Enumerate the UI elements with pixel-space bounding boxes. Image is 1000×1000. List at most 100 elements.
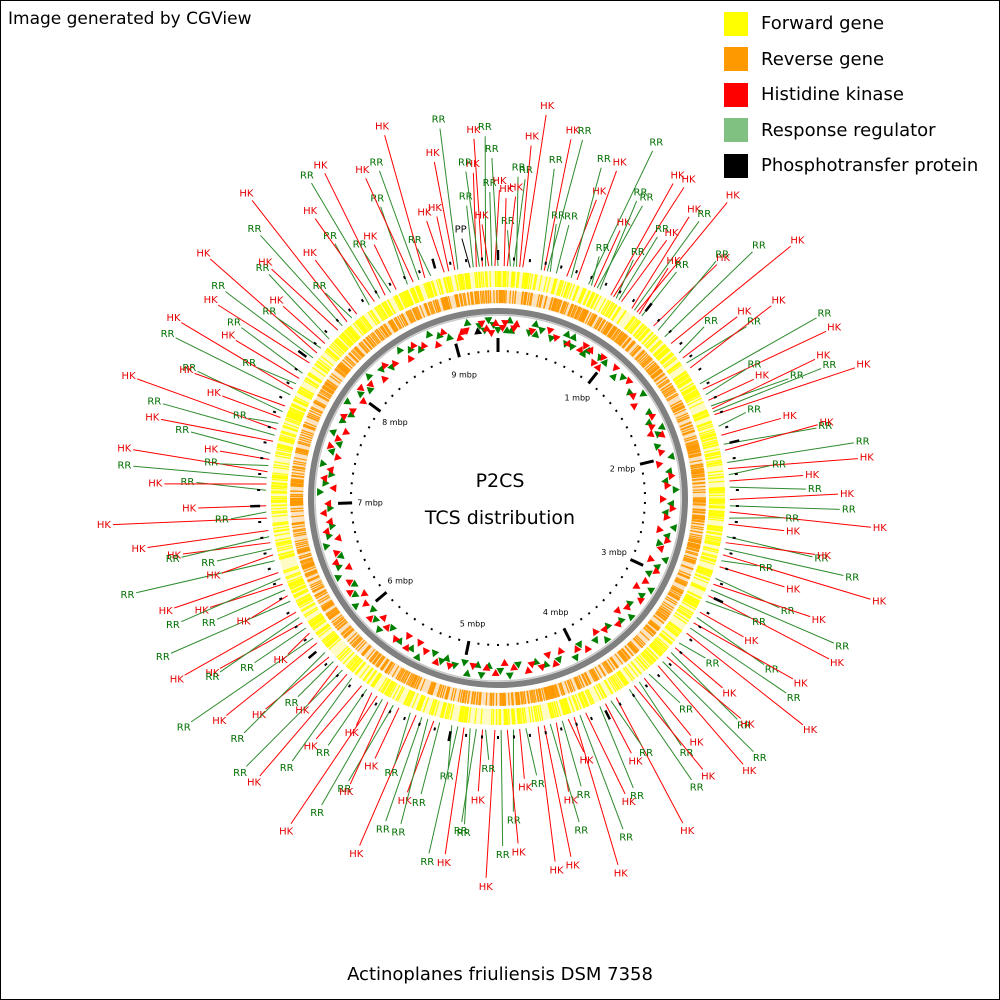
feature-label: RR: [478, 122, 492, 133]
forward-gene: [646, 336, 659, 349]
feature-leader-line: [705, 600, 752, 619]
reverse-gene: [689, 533, 703, 537]
ruler-major-tick: [629, 558, 644, 567]
forward-gene: [278, 550, 294, 556]
reverse-gene: [401, 670, 409, 683]
reverse-gene: [348, 352, 359, 363]
feature-leader-line: [147, 529, 269, 549]
forward-gene: [457, 705, 462, 722]
feature-label: HK: [716, 253, 731, 264]
feature-label: RR: [631, 247, 645, 258]
feature-marker: [344, 562, 353, 570]
reverse-gene: [301, 561, 315, 568]
forward-gene: [518, 707, 522, 724]
reverse-gene: [570, 304, 577, 318]
forward-gene: [532, 274, 537, 291]
forward-gene: [292, 588, 308, 597]
feature-label: HK: [786, 527, 801, 538]
reverse-gene: [519, 691, 523, 705]
outer-minor-tick: [267, 425, 271, 429]
reverse-gene: [677, 573, 690, 580]
reverse-gene: [439, 685, 445, 698]
reverse-gene: [295, 542, 309, 547]
feature-marker: [586, 346, 594, 355]
forward-gene: [378, 677, 388, 692]
forward-gene: [285, 417, 301, 425]
feature-label: RR: [177, 722, 191, 733]
reverse-gene: [427, 301, 433, 315]
forward-gene: [633, 323, 645, 337]
reverse-gene: [362, 645, 372, 657]
feature-label: HK: [872, 597, 887, 608]
forward-gene: [705, 455, 722, 461]
forward-gene: [312, 620, 327, 631]
reverse-gene: [617, 651, 627, 663]
reverse-gene: [405, 672, 413, 685]
reverse-gene: [685, 551, 699, 557]
outer-major-tick: [713, 597, 724, 604]
forward-gene: [667, 622, 682, 633]
reverse-gene: [436, 298, 442, 312]
reverse-gene: [452, 688, 457, 702]
feature-leader-line: [670, 652, 738, 720]
forward-gene: [523, 707, 527, 724]
forward-gene: [526, 273, 530, 290]
reverse-gene: [609, 327, 618, 339]
forward-gene: [379, 304, 389, 319]
forward-gene: [414, 286, 422, 302]
forward-gene: [474, 707, 478, 724]
reverse-gene: [477, 290, 480, 304]
feature-leader-line: [463, 728, 471, 825]
reverse-gene: [472, 691, 476, 705]
outer-minor-tick: [335, 318, 340, 323]
forward-gene: [521, 707, 525, 724]
reverse-gene: [689, 535, 703, 539]
feature-leader-line: [112, 517, 267, 526]
forward-gene: [708, 487, 725, 490]
feature-leader-line: [271, 268, 339, 331]
ruler-minor-tick: [421, 623, 425, 626]
feature-leader-line: [596, 205, 643, 289]
forward-gene: [427, 281, 434, 298]
forward-gene: [517, 707, 521, 725]
forward-gene: [271, 487, 288, 490]
feature-leader-line: [400, 718, 429, 824]
forward-gene: [704, 541, 721, 546]
forward-gene: [511, 271, 514, 288]
feature-marker: [501, 319, 510, 328]
forward-gene: [362, 667, 373, 681]
feature-label: HK: [117, 444, 132, 455]
forward-gene: [565, 697, 572, 714]
forward-gene: [292, 399, 308, 408]
feature-marker: [328, 522, 337, 531]
reverse-gene: [305, 571, 318, 578]
ruler-minor-tick: [413, 375, 417, 379]
ruler-minor-tick: [633, 443, 637, 447]
reverse-gene: [366, 648, 376, 660]
forward-gene: [656, 347, 669, 360]
ruler-major-tick: [587, 371, 599, 385]
forward-gene: [280, 430, 297, 437]
forward-gene: [705, 459, 722, 464]
feature-marker: [410, 341, 418, 350]
feature-leader-line: [728, 458, 858, 470]
forward-gene: [408, 691, 416, 707]
reverse-gene: [681, 564, 694, 570]
forward-gene: [271, 486, 288, 489]
feature-leader-line: [633, 221, 700, 311]
feature-marker: [626, 600, 634, 608]
forward-gene: [460, 273, 465, 290]
feature-marker: [435, 340, 443, 349]
forward-gene: [560, 699, 567, 715]
forward-gene: [336, 337, 349, 350]
reverse-gene: [328, 611, 341, 621]
forward-gene: [298, 389, 313, 398]
forward-gene: [708, 506, 725, 509]
forward-gene: [673, 614, 688, 625]
ruler-minor-tick: [633, 549, 637, 553]
forward-gene: [563, 698, 570, 714]
reverse-gene: [622, 337, 632, 349]
reverse-gene: [609, 657, 618, 669]
forward-gene: [405, 290, 413, 306]
reverse-gene: [290, 478, 304, 481]
